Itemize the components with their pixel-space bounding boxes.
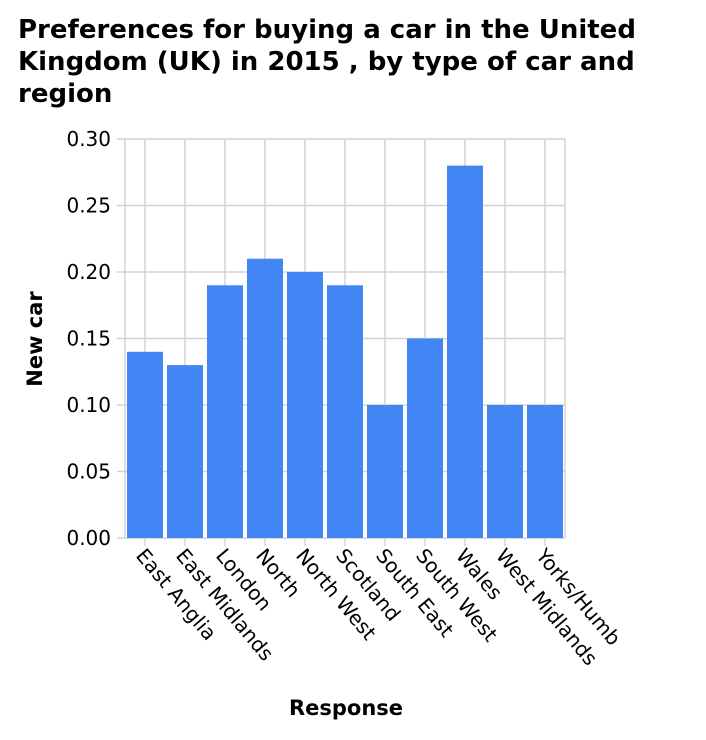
bar [407, 338, 443, 538]
y-tick-label: 0.10 [66, 393, 111, 417]
bar [207, 285, 243, 538]
bar [367, 405, 403, 538]
y-tick-label: 0.20 [66, 260, 111, 284]
y-axis-label: New car [23, 291, 47, 387]
chart-title: Preferences for buying a car in the Unit… [18, 15, 636, 109]
bar [167, 365, 203, 538]
y-tick-label: 0.05 [66, 460, 111, 484]
bar [527, 405, 563, 538]
y-axis-ticks: 0.00 0.05 0.10 0.15 0.20 0.25 0.30 [66, 127, 111, 550]
bars [127, 165, 563, 538]
y-tick-label: 0.00 [66, 526, 111, 550]
bar [287, 272, 323, 538]
y-tick-label: 0.25 [66, 194, 111, 218]
bar [127, 351, 163, 538]
bar [487, 405, 523, 538]
y-tick-label: 0.30 [66, 127, 111, 151]
bar [247, 258, 283, 538]
bar [447, 165, 483, 538]
bar [327, 285, 363, 538]
y-tick-label: 0.15 [66, 327, 111, 351]
x-axis-label: Response [289, 696, 403, 720]
